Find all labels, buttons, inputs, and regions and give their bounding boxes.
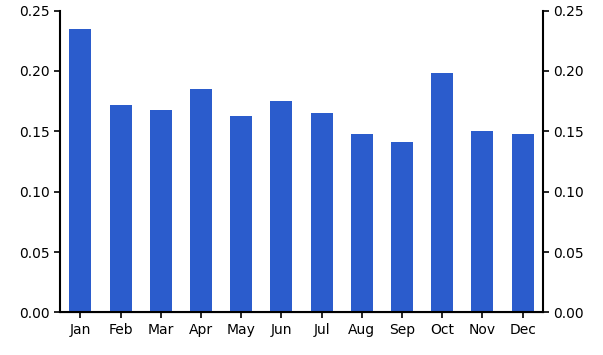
Bar [110, 105, 131, 312]
Bar [311, 113, 333, 312]
Bar [150, 110, 172, 312]
Bar [270, 101, 292, 312]
Bar [190, 89, 212, 312]
Bar [511, 134, 534, 312]
Bar [69, 29, 92, 312]
Bar [472, 131, 493, 312]
Bar [230, 116, 252, 312]
Bar [351, 134, 373, 312]
Bar [391, 142, 413, 312]
Bar [431, 73, 453, 312]
